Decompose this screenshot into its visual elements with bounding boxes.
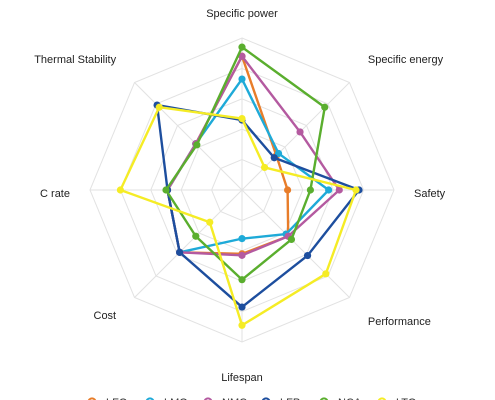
- legend-label: LTO: [396, 397, 417, 400]
- series-line: [164, 45, 326, 281]
- series-lmo: [163, 75, 333, 256]
- series-point: [206, 218, 214, 226]
- series-lfp: [153, 101, 363, 311]
- axis-label: Specific energy: [368, 54, 444, 66]
- axis-label: Performance: [368, 316, 431, 328]
- series-point: [303, 251, 312, 260]
- axis-label: Thermal Stability: [34, 54, 116, 66]
- grid-spoke: [241, 82, 350, 191]
- series-point: [284, 186, 292, 194]
- radar-grid: [89, 37, 395, 343]
- series-nca: [162, 43, 329, 284]
- series-point: [238, 235, 246, 243]
- series-point: [238, 321, 246, 329]
- legend-label: LFO: [106, 397, 128, 400]
- series-point: [352, 186, 360, 194]
- series-point: [162, 186, 170, 194]
- series-point: [238, 75, 246, 83]
- series-point: [287, 235, 296, 244]
- grid-spoke: [134, 189, 243, 298]
- series-line: [119, 106, 358, 327]
- legend-label: NCA: [338, 397, 362, 400]
- axis-label: Safety: [414, 188, 446, 200]
- grid-spoke: [134, 82, 243, 191]
- series-point: [238, 52, 246, 60]
- legend-label: LFP: [280, 397, 300, 400]
- series-layer: [116, 43, 363, 329]
- series-point: [335, 186, 343, 194]
- axis-labels: Specific power Specific energy Safety Perfo…: [34, 8, 445, 384]
- series-point: [238, 251, 246, 259]
- series-point: [260, 163, 269, 172]
- legend-label: LMO: [164, 397, 188, 400]
- series-point: [192, 232, 200, 240]
- series-point: [238, 114, 246, 123]
- axis-label: Specific power: [206, 8, 278, 20]
- legend-label: NMC: [222, 397, 247, 400]
- series-point: [155, 103, 163, 111]
- series-point: [238, 43, 246, 51]
- series-point: [238, 303, 246, 311]
- series-point: [176, 248, 184, 256]
- series-point: [296, 128, 304, 136]
- series-lto: [116, 103, 360, 329]
- series-point: [238, 276, 246, 284]
- legend: LFO LMO NMC LFP NCA LTO: [87, 397, 417, 400]
- series-line: [166, 55, 290, 256]
- axis-label: C rate: [40, 188, 70, 200]
- series-point: [322, 270, 330, 278]
- axis-label: Lifespan: [221, 372, 263, 384]
- axis-label: Cost: [94, 310, 117, 322]
- grid-spoke: [241, 189, 350, 298]
- series-point: [321, 103, 329, 111]
- series-point: [193, 141, 201, 149]
- series-point: [116, 186, 124, 194]
- series-point: [306, 186, 314, 194]
- series-point: [325, 186, 333, 194]
- series-point: [270, 154, 278, 162]
